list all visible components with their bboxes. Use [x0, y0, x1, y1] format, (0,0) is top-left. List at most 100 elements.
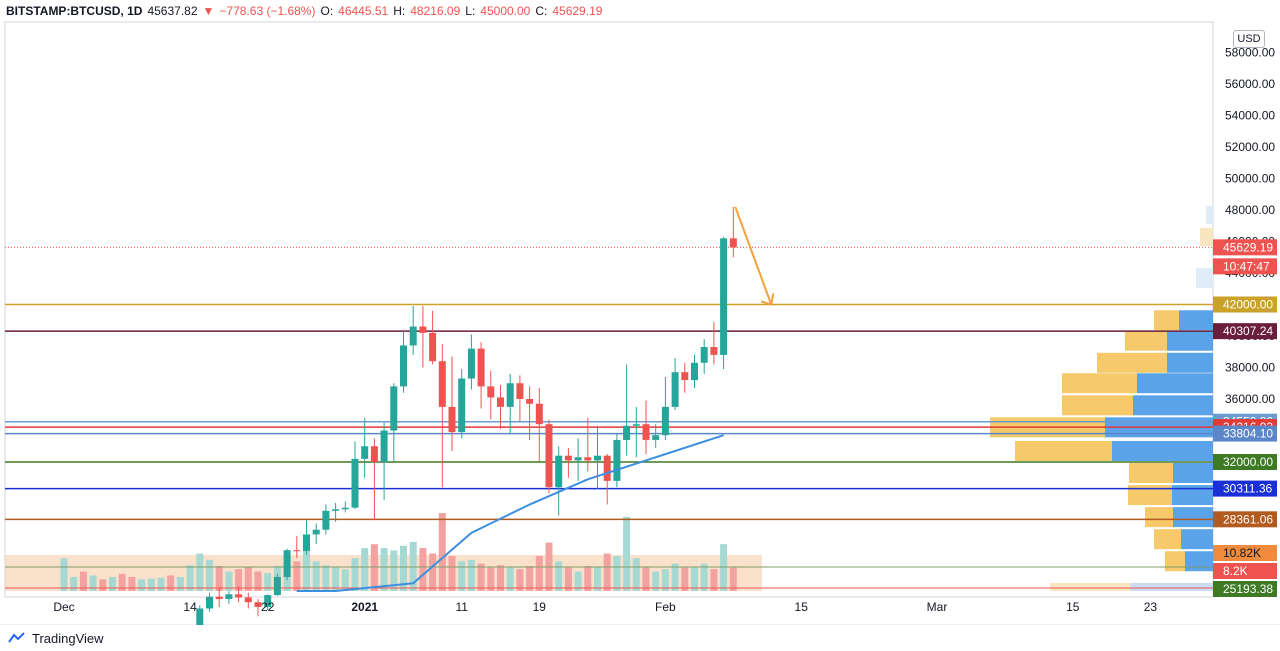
volume-bar — [613, 555, 621, 591]
volume-bar — [157, 577, 165, 591]
profile-bar-left — [1129, 463, 1173, 484]
x-tick-label: Mar — [927, 600, 948, 614]
candle-body — [477, 348, 485, 387]
price-change: −778.63 (−1.68%) — [219, 4, 316, 18]
candle-body — [244, 597, 252, 603]
volume-bar — [79, 571, 87, 591]
volume-bar — [487, 567, 495, 591]
price-chart[interactable]: 36000.0038000.0040000.0042000.0044000.00… — [0, 0, 1280, 625]
volume-bar — [448, 555, 456, 591]
candle-body — [720, 238, 728, 355]
arrow-head-icon — [760, 293, 775, 306]
candle-body — [594, 455, 601, 461]
price-line-label: 32000.00 — [1223, 455, 1273, 469]
x-tick-label: 23 — [1144, 600, 1158, 614]
candle-body — [400, 345, 407, 387]
candle-body — [467, 348, 475, 379]
close-label: C: — [535, 4, 548, 18]
profile-bar-top — [1196, 268, 1213, 288]
volume-bar — [254, 571, 262, 591]
profile-bar-left — [1097, 352, 1167, 373]
volume-bar — [584, 566, 592, 591]
candle-body — [438, 361, 446, 407]
volume-bar — [380, 548, 388, 591]
open-value: 46445.51 — [338, 4, 389, 18]
volume-bar — [526, 566, 534, 591]
candle-body — [555, 455, 563, 488]
volume-bar — [99, 579, 107, 591]
price-line-label-bg — [1213, 480, 1277, 497]
profile-bar-right — [1181, 529, 1213, 550]
price-line-label: 28361.06 — [1223, 512, 1273, 526]
volume-bar — [89, 575, 97, 591]
close-value: 45629.19 — [552, 4, 603, 18]
volume-label-bg — [1213, 563, 1277, 579]
candle-body — [681, 372, 689, 381]
candle-body — [225, 594, 233, 600]
candle-body — [535, 403, 543, 425]
volume-label-bg — [1213, 581, 1277, 597]
candle-body — [603, 455, 611, 481]
volume-bar — [691, 567, 698, 591]
volume-bar — [235, 569, 243, 591]
profile-bar-left — [1154, 529, 1181, 550]
moving-average-line — [296, 434, 724, 592]
candle-body — [273, 576, 281, 596]
open-label: O: — [320, 4, 334, 18]
volume-bar — [671, 563, 679, 591]
candle-body — [283, 550, 291, 577]
volume-bar — [138, 579, 146, 591]
y-tick-label: 54000.00 — [1225, 109, 1275, 123]
price-line-label: 42000.00 — [1223, 298, 1273, 312]
candle-body — [332, 509, 340, 511]
candle-body — [574, 457, 582, 461]
volume-bar — [186, 565, 194, 591]
candle-body — [303, 534, 310, 551]
currency-badge[interactable]: USD — [1233, 30, 1265, 48]
candle-body — [312, 529, 320, 535]
volume-bar — [429, 553, 437, 591]
volume-bar — [729, 567, 737, 591]
profile-bar-top — [1200, 228, 1213, 246]
y-tick-label: 56000.00 — [1225, 77, 1275, 91]
volume-bar — [370, 544, 378, 591]
volume-bar — [390, 550, 398, 591]
volume-bar — [419, 548, 427, 591]
volume-bar — [215, 566, 223, 591]
volume-bar — [176, 576, 184, 591]
volume-label: 25193.38 — [1223, 582, 1273, 596]
y-tick-label: 38000.00 — [1225, 361, 1275, 375]
volume-bar — [603, 553, 611, 591]
candle-body — [506, 383, 514, 407]
profile-bar-left — [1128, 485, 1172, 506]
volume-bar — [409, 541, 417, 591]
candle-body — [671, 372, 679, 407]
candle-body — [370, 446, 378, 462]
candle-body — [341, 507, 349, 510]
countdown-label: 10:47:47 — [1223, 259, 1270, 273]
x-tick-label: 11 — [455, 600, 468, 614]
volume-bar — [438, 513, 446, 591]
volume-bar — [147, 578, 155, 591]
candle-body — [584, 457, 592, 461]
candle-body — [390, 386, 398, 431]
volume-bar — [516, 569, 524, 591]
candle-body — [351, 458, 359, 508]
plot-area — [4, 21, 1214, 598]
symbol-label[interactable]: BITSTAMP:BTCUSD, 1D — [6, 4, 143, 18]
volume-label-bg — [1213, 545, 1277, 561]
footer: TradingView — [0, 625, 1280, 651]
x-tick-label: 15 — [795, 600, 809, 614]
candle-body — [409, 326, 417, 346]
volume-bar — [623, 516, 631, 591]
candle-body — [642, 424, 650, 440]
y-tick-label: 52000.00 — [1225, 140, 1275, 154]
brand-name[interactable]: TradingView — [32, 630, 104, 646]
volume-bar — [400, 545, 407, 591]
profile-bar-left — [1062, 373, 1137, 394]
volume-bar — [497, 565, 504, 591]
x-tick-label: 2021 — [351, 600, 378, 614]
volume-bar — [322, 565, 330, 591]
profile-bar-right — [1137, 373, 1213, 394]
candle-body — [700, 347, 708, 363]
